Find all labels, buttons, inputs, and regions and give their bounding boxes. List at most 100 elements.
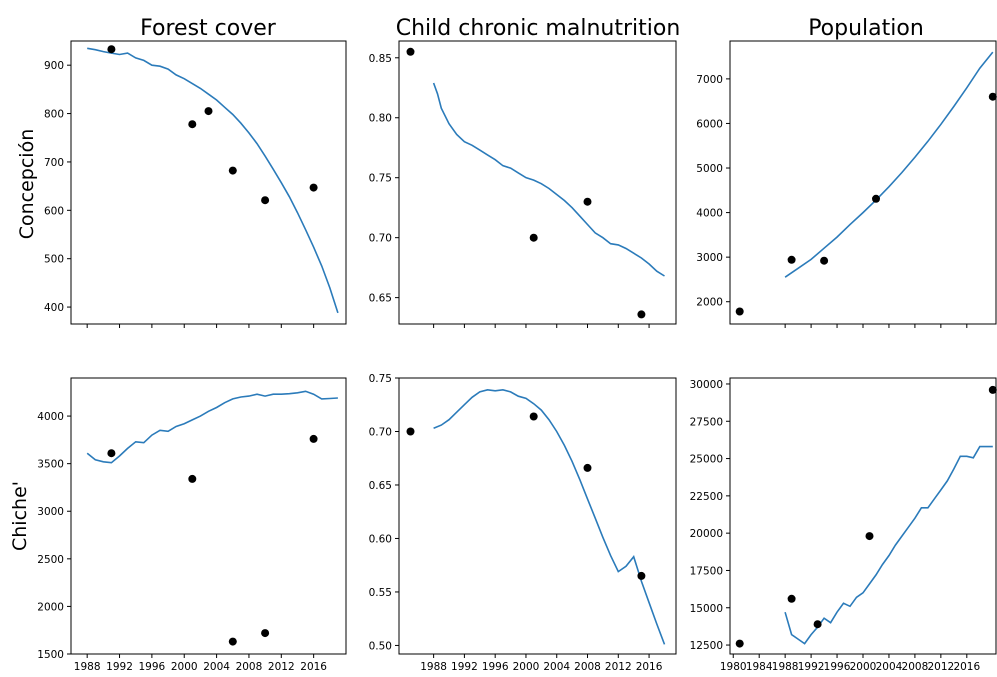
x-tick-label: 1996 (482, 661, 509, 673)
data-point (107, 45, 116, 54)
data-point (988, 92, 997, 101)
data-point (406, 47, 415, 56)
y-tick-label: 400 (44, 302, 64, 314)
x-tick-label: 2000 (171, 661, 198, 673)
y-tick-label: 7000 (696, 74, 723, 86)
y-tick-label: 0.55 (369, 587, 392, 599)
data-point (735, 307, 744, 316)
y-tick-label: 6000 (696, 118, 723, 130)
x-tick-label: 2008 (236, 661, 263, 673)
x-tick-label: 1992 (106, 661, 133, 673)
y-tick-label: 30000 (690, 379, 723, 391)
subplot-concepcion-population: 2000 3000 4000 5000 6000 7000 (696, 40, 997, 328)
x-tick-label: 1980 (720, 661, 747, 673)
data-point (188, 474, 197, 483)
data-point (787, 594, 796, 603)
data-point (820, 256, 829, 265)
axes-frame (70, 377, 347, 655)
series-line (86, 390, 338, 464)
row-label-concepcion: Concepción (16, 129, 38, 240)
series-line (433, 388, 666, 645)
data-point (735, 639, 744, 648)
y-tick-label: 700 (44, 157, 64, 169)
data-point (988, 385, 997, 394)
y-tick-label: 0.70 (369, 233, 392, 245)
data-point (204, 107, 213, 116)
y-tick-label: 0.65 (369, 480, 392, 492)
y-tick-label: 22500 (690, 491, 723, 503)
data-point (107, 449, 116, 458)
x-tick-label: 2004 (543, 661, 570, 673)
x-tick-label: 2000 (513, 661, 540, 673)
x-tick-label: 2008 (902, 661, 929, 673)
x-tick-label: 2012 (605, 661, 632, 673)
y-tick-label: 4000 (696, 208, 723, 220)
data-point (228, 637, 237, 646)
x-tick-label: 1988 (74, 661, 101, 673)
y-tick-label: 600 (44, 205, 64, 217)
subplot-concepcion-malnutrition: 0.65 0.70 0.75 0.80 0.85 (369, 40, 677, 328)
data-point (406, 427, 415, 436)
x-tick-label: 1992 (451, 661, 478, 673)
y-tick-label: 0.65 (369, 293, 392, 305)
y-tick-label: 2000 (37, 601, 64, 613)
data-point (813, 620, 822, 629)
data-point (787, 255, 796, 264)
data-point (309, 434, 318, 443)
y-tick-label: 25000 (690, 454, 723, 466)
x-tick-label: 2004 (876, 661, 903, 673)
column-title-population: Population (808, 16, 924, 41)
data-point (637, 571, 646, 580)
data-point (261, 196, 270, 205)
y-tick-label: 4000 (37, 411, 64, 423)
axes-frame (398, 40, 677, 325)
series-line (432, 82, 665, 277)
series-line (784, 51, 994, 278)
data-point (637, 310, 646, 319)
x-tick-label: 2012 (927, 661, 954, 673)
subplot-chiche-malnutrition: 0.50 0.55 0.60 0.65 0.70 0.75 1988 1992 1996 2000… (369, 373, 677, 673)
axes-frame (729, 40, 997, 325)
column-title-child-malnutrition: Child chronic malnutrition (396, 16, 681, 41)
y-tick-label: 20000 (690, 528, 723, 540)
y-tick-label: 0.60 (369, 533, 392, 545)
axes-frame (729, 377, 997, 655)
x-tick-label: 2016 (636, 661, 663, 673)
x-tick-label: 1988 (772, 661, 799, 673)
data-point (261, 629, 270, 638)
y-tick-label: 3000 (696, 252, 723, 264)
y-tick-label: 1500 (37, 649, 64, 661)
y-tick-label: 17500 (690, 565, 723, 577)
axes-frame (398, 377, 677, 655)
y-tick-label: 15000 (690, 603, 723, 615)
subplot-concepcion-forest: 400 500 600 700 800 900 (44, 40, 347, 328)
y-tick-label: 0.75 (369, 173, 392, 185)
y-tick-label: 5000 (696, 163, 723, 175)
x-tick-label: 2004 (203, 661, 230, 673)
y-tick-label: 0.85 (369, 53, 392, 65)
subplot-chiche-population: 12500 15000 17500 20000 22500 25000 27500 30000… (690, 377, 997, 673)
x-tick-label: 1992 (798, 661, 825, 673)
data-point (188, 120, 197, 129)
y-tick-label: 0.50 (369, 640, 392, 652)
data-point (228, 166, 237, 175)
y-tick-label: 900 (44, 60, 64, 72)
x-tick-label: 1984 (746, 661, 773, 673)
axes-frame (70, 40, 347, 325)
data-point (583, 463, 592, 472)
row-label-chiche: Chiche' (9, 481, 31, 551)
x-tick-label: 2016 (300, 661, 327, 673)
x-tick-label: 1996 (824, 661, 851, 673)
x-tick-label: 2016 (953, 661, 980, 673)
x-tick-label: 1988 (420, 661, 447, 673)
y-tick-label: 2000 (696, 297, 723, 309)
x-tick-label: 2000 (850, 661, 877, 673)
y-tick-label: 27500 (690, 416, 723, 428)
subplot-chiche-forest: 1500 2000 2500 3000 3500 4000 1988 1992 1996 2000… (37, 377, 347, 673)
data-point (583, 197, 592, 206)
y-tick-label: 500 (44, 254, 64, 266)
y-tick-label: 0.80 (369, 113, 392, 125)
data-point (309, 183, 318, 192)
